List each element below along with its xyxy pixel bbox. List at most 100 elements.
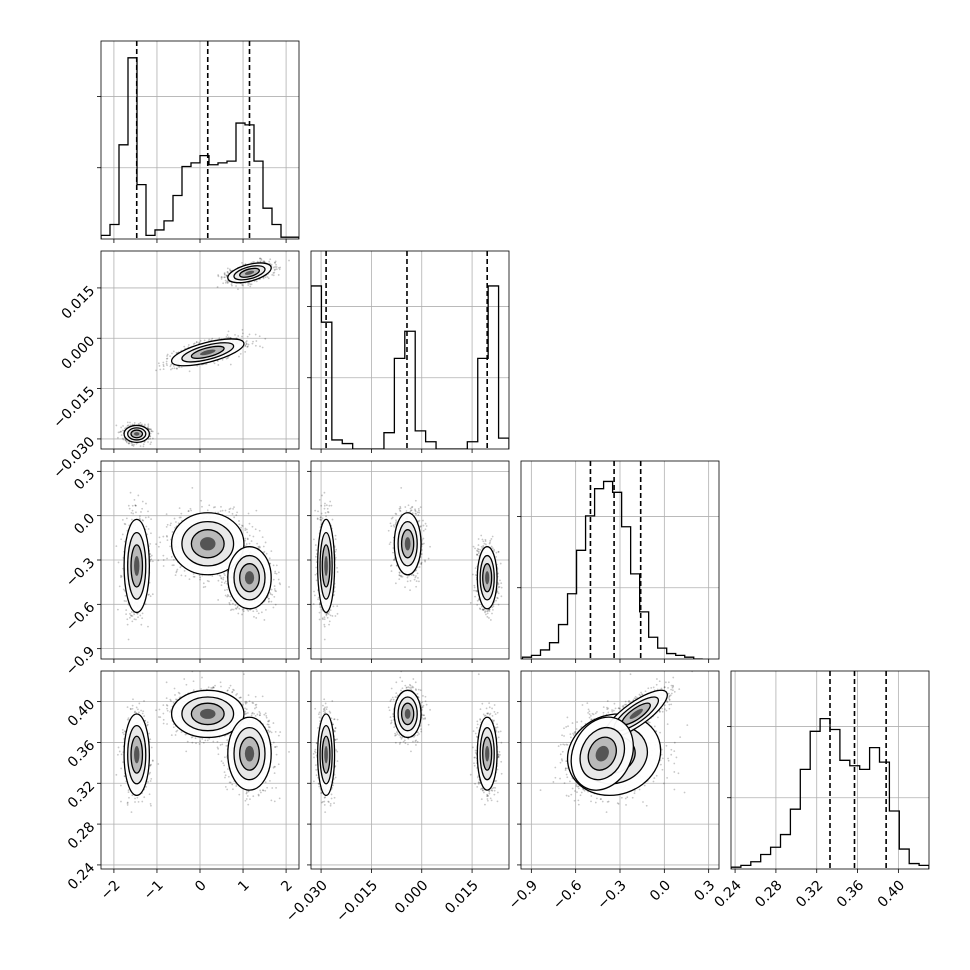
sample-point — [162, 535, 165, 538]
sample-point — [121, 429, 124, 432]
sample-point — [244, 350, 247, 353]
sample-point — [253, 280, 256, 283]
sample-point — [124, 427, 126, 430]
sample-point — [252, 340, 254, 343]
sample-point — [237, 335, 240, 337]
sample-point — [245, 340, 248, 342]
sample-point — [131, 518, 133, 521]
sample-point — [128, 442, 131, 445]
sample-point — [119, 574, 122, 577]
sample-point — [236, 606, 239, 609]
sample-point — [240, 526, 242, 529]
sample-point — [173, 367, 176, 370]
sample-point — [264, 337, 267, 340]
sample-point — [222, 576, 225, 579]
sample-point — [244, 537, 247, 540]
sample-point — [279, 583, 282, 586]
sample-point — [247, 284, 250, 286]
sample-point — [179, 516, 182, 519]
sample-point — [238, 355, 240, 358]
sample-point — [273, 269, 276, 271]
sample-point — [263, 619, 266, 621]
sample-point — [199, 339, 202, 342]
sample-point — [217, 364, 220, 366]
sample-point — [158, 536, 161, 539]
sample-point — [238, 523, 241, 526]
sample-point — [228, 268, 231, 271]
sample-point — [224, 574, 226, 577]
sample-point — [122, 425, 124, 427]
sample-point — [229, 363, 232, 366]
sample-point — [264, 541, 267, 544]
sample-point — [218, 337, 221, 340]
sample-point — [237, 288, 239, 291]
sample-point — [220, 577, 223, 580]
sample-point — [217, 511, 220, 514]
sample-point — [158, 364, 161, 367]
sample-point — [139, 614, 142, 617]
sample-point — [130, 442, 133, 445]
sample-point — [223, 276, 226, 279]
sample-point — [139, 421, 142, 424]
sample-point — [242, 610, 245, 613]
sample-point — [198, 341, 201, 344]
sample-point — [171, 367, 174, 370]
sample-point — [120, 434, 123, 437]
panel-1-1 — [307, 250, 510, 453]
sample-point — [199, 578, 201, 581]
sample-point — [211, 337, 214, 340]
sample-point — [131, 444, 133, 447]
sample-point — [220, 584, 223, 587]
sample-point — [172, 350, 175, 353]
sample-point — [220, 581, 223, 584]
sample-point — [193, 575, 196, 578]
sample-point — [247, 512, 250, 515]
sample-point — [180, 574, 183, 577]
sample-point — [121, 437, 124, 440]
sample-point — [246, 335, 249, 338]
sample-point — [120, 426, 123, 429]
sample-point — [132, 445, 135, 447]
sample-point — [254, 333, 257, 336]
sample-point — [162, 361, 165, 364]
sample-point — [175, 367, 178, 370]
sample-point — [135, 442, 138, 445]
sample-point — [195, 341, 198, 343]
sample-point — [259, 257, 261, 260]
sample-point — [234, 604, 237, 607]
contour-level — [199, 349, 216, 356]
sample-point — [255, 340, 258, 342]
panel-frame — [310, 250, 510, 450]
sample-point — [187, 510, 190, 513]
sample-point — [256, 542, 259, 545]
sample-point — [216, 360, 219, 362]
sample-point — [260, 257, 263, 260]
sample-point — [226, 588, 229, 591]
sample-point — [279, 266, 282, 269]
sample-point — [258, 335, 261, 338]
sample-point — [120, 538, 123, 541]
sample-point — [267, 597, 270, 600]
sample-point — [149, 435, 152, 438]
sample-point — [119, 430, 122, 433]
sample-point — [242, 284, 244, 287]
sample-point — [127, 442, 130, 445]
sample-point — [171, 564, 174, 567]
sample-point — [125, 439, 127, 442]
sample-point — [178, 366, 181, 369]
sample-point — [274, 589, 277, 592]
sample-point — [176, 367, 178, 370]
sample-point — [147, 425, 150, 427]
y-tick-label: −0.015 — [50, 384, 98, 432]
sample-point — [260, 259, 263, 261]
sample-point — [170, 364, 172, 366]
sample-point — [246, 538, 249, 541]
sample-point — [176, 568, 179, 571]
sample-point — [274, 268, 277, 271]
y-tick-label: 0.015 — [59, 283, 99, 323]
sample-point — [263, 260, 266, 263]
sample-point — [221, 358, 224, 361]
sample-point — [174, 574, 177, 577]
sample-point — [138, 517, 141, 520]
